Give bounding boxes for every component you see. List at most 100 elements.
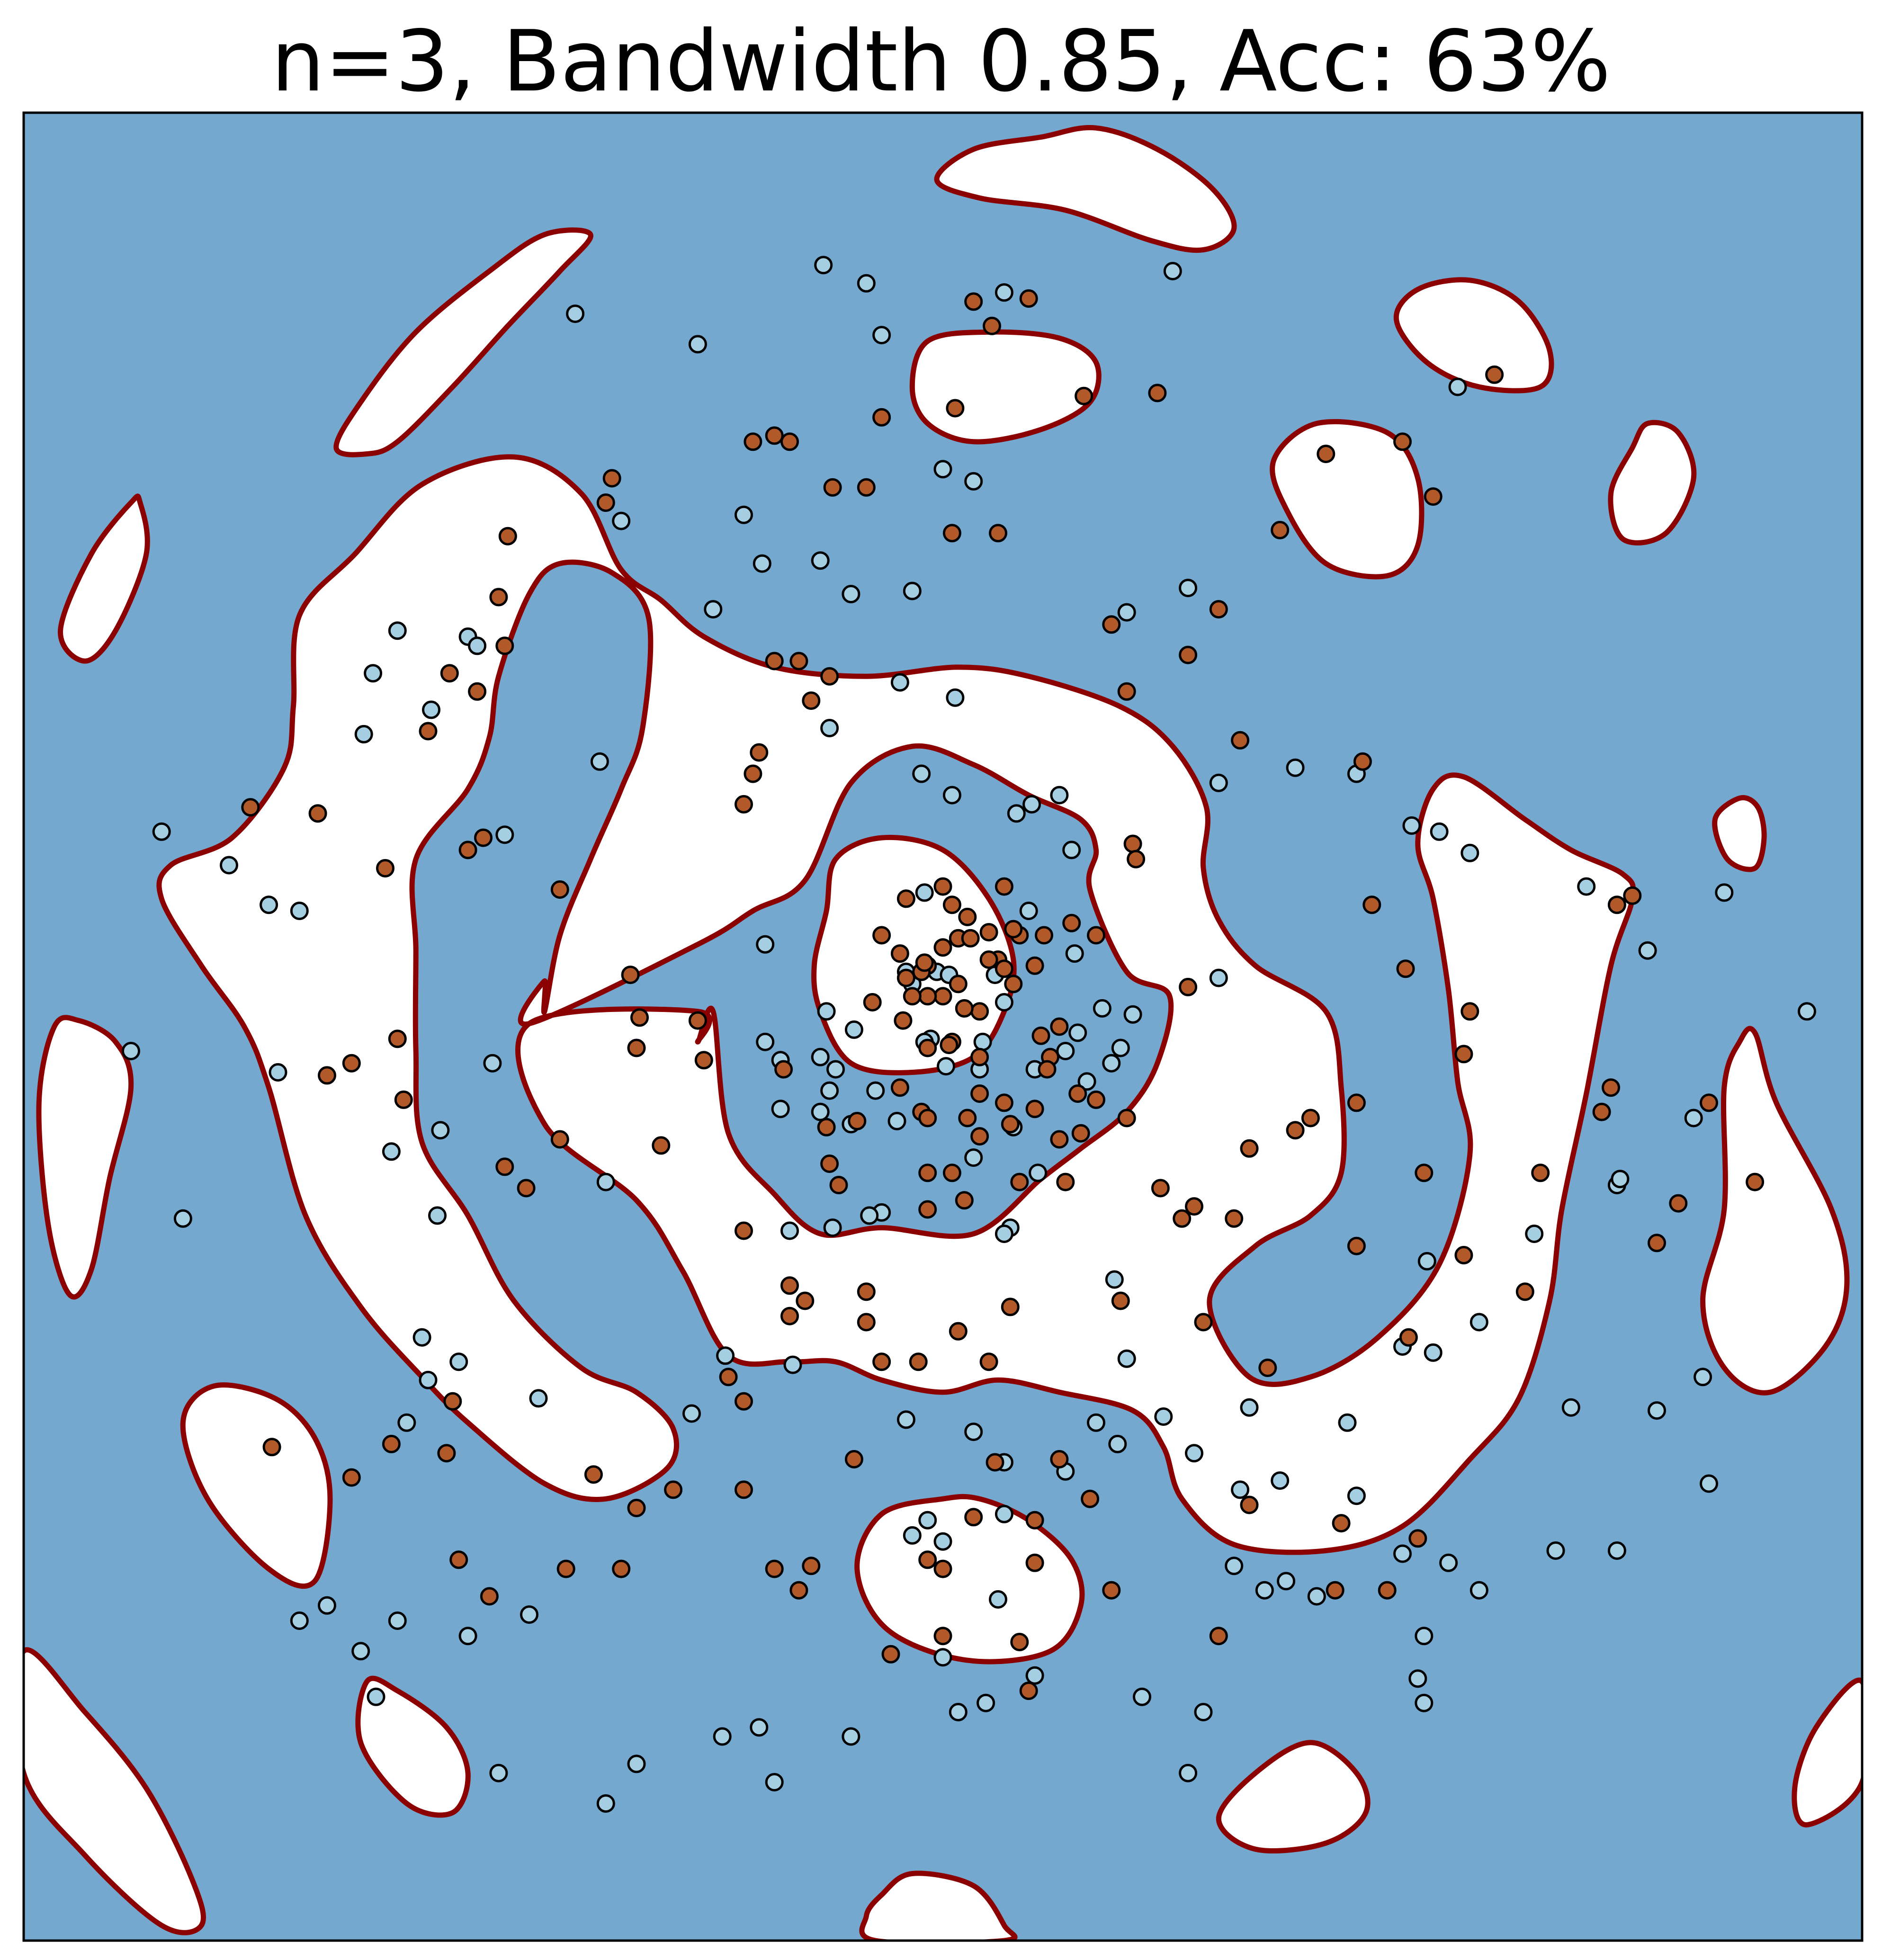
point-class-0-146 (1133, 1687, 1151, 1706)
point-class-0-47 (1798, 1002, 1816, 1021)
point-class-1-120 (1001, 1115, 1020, 1134)
point-class-1-44 (946, 399, 965, 418)
point-class-1-61 (1353, 752, 1372, 771)
point-class-1-158 (949, 1322, 968, 1341)
point-class-0-166 (995, 1225, 1013, 1243)
point-class-1-89 (979, 923, 998, 942)
point-class-0-3 (995, 283, 1013, 302)
point-class-1-122 (1071, 1124, 1090, 1143)
point-class-1-168 (1240, 1495, 1259, 1514)
point-class-1-136 (863, 993, 882, 1011)
point-class-1-165 (1225, 1209, 1244, 1228)
point-class-0-84 (973, 1032, 992, 1051)
point-class-1-72 (1454, 1246, 1473, 1264)
point-class-1-1 (1019, 289, 1038, 308)
point-class-0-93 (483, 1054, 502, 1073)
decision-region-3 (333, 227, 593, 457)
point-class-1-37 (388, 1029, 407, 1048)
point-class-0-40 (1209, 773, 1228, 792)
point-class-1-139 (1038, 1060, 1057, 1079)
decision-region-5 (1393, 277, 1554, 394)
point-class-1-66 (1415, 1163, 1434, 1182)
point-class-1-29 (621, 966, 640, 984)
decision-region-7 (1608, 420, 1697, 546)
point-class-0-154 (1415, 1693, 1434, 1712)
point-class-1-91 (942, 895, 961, 914)
point-class-1-181 (449, 1550, 468, 1569)
point-class-0-164 (1029, 1163, 1048, 1182)
point-class-0-13 (842, 585, 860, 603)
point-class-1-87 (1004, 975, 1023, 993)
point-class-0-157 (995, 1504, 1013, 1523)
point-class-1-26 (308, 804, 327, 823)
point-class-0-150 (1255, 1581, 1274, 1600)
point-class-0-43 (1430, 822, 1449, 841)
data-points (122, 256, 1816, 1813)
point-class-1-12 (495, 636, 514, 655)
point-class-1-11 (489, 588, 508, 607)
point-class-0-173 (866, 1081, 885, 1100)
point-class-0-142 (933, 1648, 952, 1667)
point-class-1-185 (789, 1581, 808, 1600)
point-class-1-32 (688, 1011, 707, 1030)
point-class-1-110 (903, 987, 922, 1006)
point-class-1-73 (1531, 1163, 1550, 1182)
point-class-0-22 (468, 636, 487, 655)
point-class-1-79 (1700, 1093, 1718, 1112)
point-class-0-155 (903, 1526, 922, 1545)
point-class-1-5 (780, 432, 799, 451)
point-class-0-25 (590, 752, 609, 771)
point-class-0-103 (529, 1389, 548, 1408)
point-class-0-149 (1225, 1557, 1244, 1575)
point-class-0-41 (1286, 758, 1305, 777)
point-class-1-38 (342, 1054, 361, 1073)
point-class-1-162 (1194, 1313, 1213, 1332)
point-class-1-8 (857, 478, 876, 497)
point-class-1-169 (1332, 1514, 1351, 1533)
point-class-1-16 (802, 691, 821, 710)
point-class-0-89 (1102, 1054, 1121, 1073)
point-class-1-27 (241, 798, 260, 817)
point-class-1-22 (419, 722, 438, 741)
point-class-1-107 (933, 987, 952, 1006)
point-class-0-44 (1402, 816, 1421, 835)
point-class-0-30 (152, 822, 171, 841)
point-class-1-116 (995, 1093, 1013, 1112)
point-class-1-45 (983, 316, 1001, 335)
point-class-1-148 (918, 1200, 937, 1219)
decision-region-9 (1712, 795, 1767, 872)
point-class-1-137 (896, 968, 915, 987)
point-class-0-151 (1347, 1486, 1366, 1505)
point-class-1-7 (596, 493, 615, 512)
point-class-0-135 (367, 1687, 385, 1706)
point-class-0-98 (122, 1042, 140, 1060)
point-class-0-101 (419, 1370, 438, 1389)
point-class-1-58 (1127, 850, 1146, 868)
point-class-1-193 (612, 1559, 631, 1578)
point-class-0-1 (857, 274, 876, 293)
point-class-1-125 (1050, 1017, 1069, 1036)
decision-region-10 (36, 1015, 134, 1300)
point-class-1-51 (1179, 645, 1198, 664)
point-class-0-16 (1179, 579, 1198, 598)
point-class-1-95 (890, 944, 909, 963)
point-class-0-163 (1105, 1270, 1124, 1289)
point-class-1-197 (1010, 1633, 1029, 1651)
point-class-1-67 (1347, 1093, 1366, 1112)
point-class-0-106 (783, 1355, 802, 1374)
point-class-0-77 (887, 1111, 906, 1130)
decision-region-17 (859, 1871, 1018, 1941)
point-class-1-17 (789, 652, 808, 671)
plot-frame (22, 111, 1864, 1942)
point-class-0-118 (1307, 1587, 1326, 1606)
point-class-1-108 (918, 987, 937, 1006)
point-class-0-31 (912, 764, 931, 783)
point-class-0-156 (918, 1511, 937, 1530)
point-class-0-10 (753, 554, 771, 573)
point-class-0-97 (173, 1209, 192, 1228)
point-class-1-106 (949, 975, 968, 993)
point-class-1-172 (735, 1392, 753, 1411)
point-class-1-53 (1317, 445, 1335, 463)
point-class-1-80 (1746, 1172, 1765, 1191)
